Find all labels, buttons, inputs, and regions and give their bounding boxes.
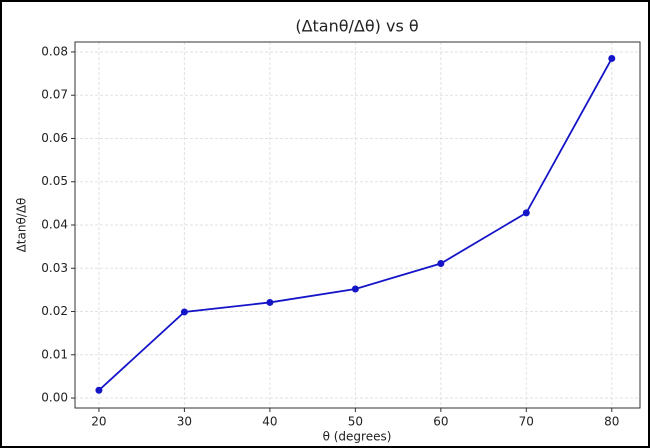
x-tick-label: 40 bbox=[262, 415, 277, 429]
data-point bbox=[351, 285, 359, 293]
x-tick-label: 50 bbox=[348, 415, 363, 429]
chart-title: (Δtanθ/Δθ) vs θ bbox=[295, 17, 418, 36]
data-point bbox=[95, 386, 103, 394]
x-tick-label: 70 bbox=[519, 415, 534, 429]
y-tick-label: 0.08 bbox=[41, 44, 68, 58]
y-tick-label: 0.06 bbox=[41, 131, 68, 145]
y-tick-label: 0.04 bbox=[41, 218, 68, 232]
data-point bbox=[180, 308, 188, 316]
data-point bbox=[608, 54, 616, 62]
y-tick-label: 0.01 bbox=[41, 347, 68, 361]
x-tick-label: 30 bbox=[177, 415, 192, 429]
x-axis-label: θ (degrees) bbox=[323, 430, 392, 444]
y-axis-label: Δtanθ/Δθ bbox=[15, 198, 29, 253]
x-tick-label: 20 bbox=[91, 415, 106, 429]
grid bbox=[75, 42, 640, 408]
data-point bbox=[522, 209, 530, 217]
y-tick-label: 0.03 bbox=[41, 261, 68, 275]
y-tick-label: 0.00 bbox=[41, 391, 68, 405]
y-tick-label: 0.05 bbox=[41, 174, 68, 188]
y-tick-label: 0.07 bbox=[41, 88, 68, 102]
x-tick-label: 80 bbox=[604, 415, 619, 429]
data-point bbox=[437, 260, 445, 268]
x-tick-label: 60 bbox=[433, 415, 448, 429]
y-tick-label: 0.02 bbox=[41, 304, 68, 318]
data-point bbox=[266, 298, 274, 306]
